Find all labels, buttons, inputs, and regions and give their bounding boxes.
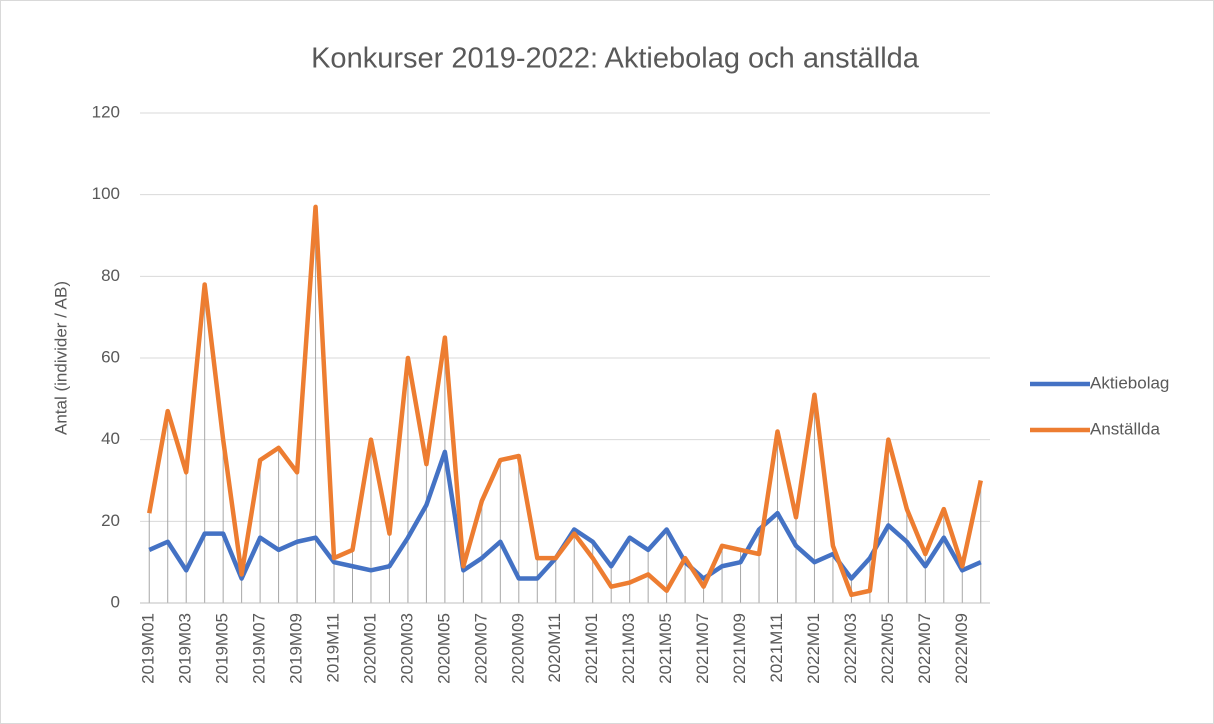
x-tick-label: 2022M01 [804, 613, 823, 684]
chart-title: Konkurser 2019-2022: Aktiebolag och anst… [311, 43, 920, 75]
x-tick-label: 2019M05 [213, 613, 232, 684]
series-line [147, 204, 983, 598]
x-tick-label: 2020M01 [360, 613, 379, 684]
y-tick-label: 80 [101, 266, 120, 285]
x-tick-label: 2020M09 [508, 613, 527, 684]
y-tick-label: 120 [92, 102, 120, 121]
x-tick-label: 2022M05 [878, 613, 897, 684]
x-tick-label: 2021M01 [582, 613, 601, 684]
x-tick-label: 2021M09 [730, 613, 749, 684]
legend-label: Aktiebolag [1090, 373, 1169, 392]
y-tick-label: 40 [101, 429, 120, 448]
y-tick-label: 20 [101, 511, 120, 530]
x-tick-label: 2020M07 [471, 613, 490, 684]
x-tick-label: 2019M11 [324, 613, 343, 683]
x-tick-label: 2022M03 [841, 613, 860, 684]
x-tick-label: 2021M11 [767, 613, 786, 683]
x-tick-label: 2020M03 [397, 613, 416, 684]
y-tick-label: 60 [101, 347, 120, 366]
y-tick-label: 0 [111, 592, 120, 611]
x-tick-label: 2019M01 [139, 613, 158, 684]
x-tick-label: 2022M07 [915, 613, 934, 684]
x-tick-label: 2021M03 [619, 613, 638, 684]
x-tick-label: 2022M09 [952, 613, 971, 684]
x-tick-label: 2019M03 [176, 613, 195, 684]
y-axis-label: Antal (individer / AB) [51, 281, 70, 435]
x-tick-label: 2021M05 [656, 613, 675, 684]
x-tick-label: 2019M09 [287, 613, 306, 684]
y-tick-label: 100 [92, 184, 120, 203]
x-tick-label: 2020M05 [434, 613, 453, 684]
legend-label: Anställda [1090, 419, 1160, 438]
x-tick-label: 2019M07 [250, 613, 269, 684]
x-tick-label: 2020M11 [545, 613, 564, 683]
x-tick-label: 2021M07 [693, 613, 712, 684]
